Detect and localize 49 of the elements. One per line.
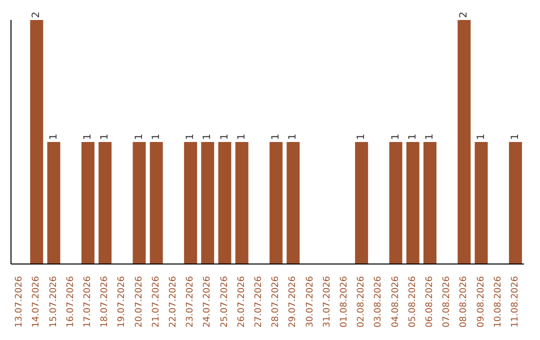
x-tick-label: 14.07.2026 [32, 276, 42, 328]
x-tick-label: 28.07.2026 [271, 276, 282, 328]
x-tick-label: 30.07.2026 [305, 276, 316, 328]
data-label: 2 [31, 12, 42, 18]
x-tick-label: 06.08.2026 [424, 276, 435, 328]
data-label: 1 [424, 134, 436, 140]
x-tick-label: 20.07.2026 [134, 276, 144, 328]
x-tick-label: 21.07.2026 [151, 276, 162, 328]
x-tick-label: 03.08.2026 [374, 276, 384, 328]
x-tick-label: 11.08.2026 [510, 276, 520, 328]
data-label: 1 [510, 134, 521, 140]
x-tick-label: 10.08.2026 [493, 276, 504, 328]
x-tick-label: 01.08.2026 [339, 276, 350, 328]
x-tick-label: 23.07.2026 [186, 276, 196, 328]
x-tick-label: 08.08.2026 [459, 276, 470, 328]
x-tick-label: 18.07.2026 [100, 276, 110, 328]
data-label: 1 [356, 134, 368, 140]
x-tick-label: 29.07.2026 [288, 276, 298, 328]
data-label: 1 [185, 134, 196, 140]
x-tick-label: 09.08.2026 [476, 276, 486, 328]
x-tick-label: 24.07.2026 [202, 276, 213, 328]
x-tick-label: 26.07.2026 [236, 276, 247, 328]
data-label: 1 [390, 134, 402, 140]
data-label: 1 [219, 134, 230, 140]
x-tick-label: 17.07.2026 [82, 276, 93, 328]
data-label: 1 [202, 134, 214, 140]
x-tick-label: 07.08.2026 [442, 276, 452, 328]
data-label: 1 [476, 134, 487, 140]
x-tick-label: 31.07.2026 [322, 276, 332, 328]
x-tick-label: 25.07.2026 [220, 276, 230, 328]
x-tick-label: 13.07.2026 [14, 276, 25, 328]
x-tick-label: 22.07.2026 [168, 276, 178, 328]
data-label: 1 [48, 134, 60, 140]
x-tick-label: 16.07.2026 [66, 276, 76, 328]
x-tick-label: 27.07.2026 [254, 276, 264, 328]
x-tick-label: 15.07.2026 [48, 276, 59, 328]
x-tick-label: 04.08.2026 [390, 276, 401, 328]
x-tick-label: 19.07.2026 [117, 276, 128, 328]
data-label: 1 [82, 134, 94, 140]
data-label: 1 [134, 134, 145, 140]
data-label: 1 [150, 134, 162, 140]
data-label: 1 [236, 134, 248, 140]
data-label: 1 [100, 134, 111, 140]
data-label: 1 [288, 134, 299, 140]
data-label: 1 [270, 134, 282, 140]
x-tick-label: 05.08.2026 [408, 276, 418, 328]
data-label: 1 [407, 134, 418, 140]
data-label: 2 [458, 12, 470, 18]
x-tick-label: 02.08.2026 [356, 276, 367, 328]
